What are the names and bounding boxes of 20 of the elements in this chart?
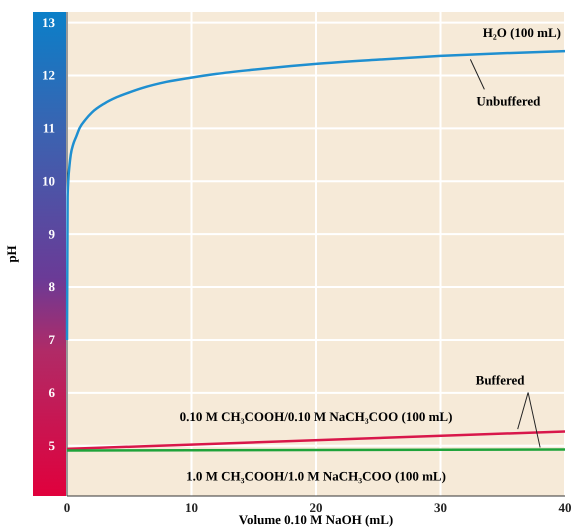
x-tick-label: 40 [558,500,572,516]
y-tick-label: 13 [42,14,56,30]
x-tick-label: 0 [64,500,70,516]
y-tick-label: 12 [42,68,55,83]
series-label: H₂O (100 mL) [482,25,561,40]
y-axis-title: pH [4,245,19,263]
annotation: Buffered [476,372,526,388]
y-tick-label: 7 [48,332,56,348]
y-tick-label: 10 [42,173,55,188]
y-tick-label: 8 [48,279,56,294]
x-tick-label: 30 [434,500,447,516]
series-label: 0.10 M CH₃COOH/0.10 M NaCH₃COO (100 mL) [180,408,452,424]
y-tick-label: 5 [48,438,56,453]
line-series [66,50,566,342]
y-tick-label: 9 [48,226,56,242]
y-tick-label: 11 [42,120,55,136]
annotation: Unbuffered [476,93,542,108]
series-label: 1.0 M CH₃COOH/1.0 M NaCH₃COO (100 mL) [186,468,446,484]
x-tick-label: 10 [185,500,198,516]
y-tick-label: 6 [48,385,56,400]
